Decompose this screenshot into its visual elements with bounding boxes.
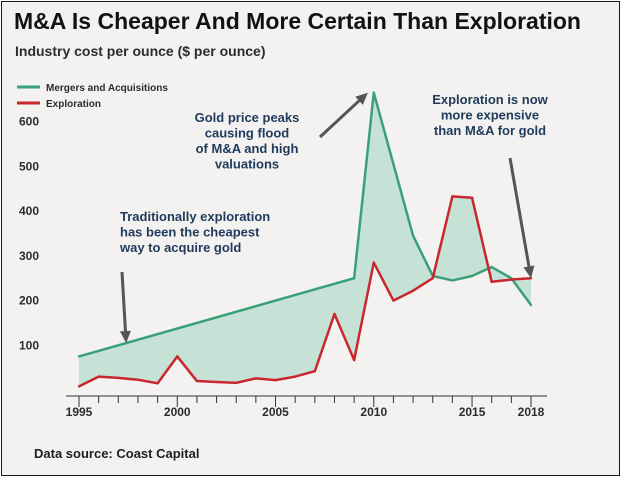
data-point-ma [470,274,474,278]
data-point-exploration [372,261,375,264]
area-layer [79,92,531,387]
data-point-exploration [431,277,434,280]
data-point-ma [529,303,533,307]
annotation-text: valuations [215,157,279,172]
annotation-text: causing flood [205,126,290,141]
legend: Mergers and Acquisitions Exploration [17,83,168,110]
data-point-exploration [392,299,395,302]
annotation-text: Gold price peaks [195,110,300,125]
annotation-text: Exploration is now [432,92,548,107]
data-point-exploration [451,195,454,198]
chart-subtitle: Industry cost per ounce ($ per ounce) [15,43,266,59]
series-line-exploration [78,195,532,388]
data-point-ma [352,277,356,280]
annotation-text: way to acquire gold [119,240,241,255]
x-tick-label: 1995 [66,405,93,419]
series-line-ma [78,91,533,358]
annotation-text: of M&A and high [196,141,299,156]
x-tick-label: 2015 [459,405,486,419]
data-point-exploration [274,378,277,382]
x-tick-label: 2018 [518,405,545,419]
data-point-ma [490,265,493,269]
y-tick-label: 400 [19,204,39,218]
shaded-gap-area [79,92,531,387]
data-point-exploration [215,380,218,384]
chart-title: M&A Is Cheaper And More Certain Than Exp… [14,8,581,34]
x-tick-label: 2000 [164,405,191,419]
data-point-ma [372,91,375,94]
data-point-exploration [136,378,140,381]
data-point-exploration [313,370,317,373]
data-source: Data source: Coast Capital [34,446,200,461]
x-axis: 1995 2000 2005 2010 2015 2018 [66,395,547,419]
series-layer [77,91,533,388]
y-tick-label: 500 [19,159,39,173]
annotation-arrow-shaft [318,99,361,139]
data-point-exploration [490,280,493,283]
y-tick-label: 600 [19,115,39,129]
annotation-arrow-head [523,265,535,279]
x-tick-label: 2010 [360,405,387,419]
data-point-exploration [470,196,474,199]
legend-label: Mergers and Acquisitions [46,83,168,94]
data-point-ma [451,279,454,282]
annotation-text: than M&A for gold [434,123,546,138]
data-point-exploration [293,375,297,378]
y-tick-label: 200 [19,294,39,308]
data-point-exploration [411,289,415,292]
annotation-arrow-head [119,330,131,344]
x-tick-label: 2005 [262,405,289,419]
y-axis: 100 200 300 400 500 600 [19,115,39,353]
annotation-text: Traditionally exploration [120,209,270,224]
data-point-exploration [97,375,100,378]
data-point-exploration [333,312,336,316]
annotation-arrow-shaft [120,271,127,332]
data-point-exploration [176,355,179,358]
data-point-exploration [156,382,159,385]
annotation-arrow-shaft [508,157,531,267]
legend-label: Exploration [46,99,101,110]
annotation-text: has been the cheapest [120,225,260,240]
data-point-exploration [352,358,356,362]
y-tick-label: 300 [19,249,39,263]
data-point-exploration [510,278,513,281]
annotation-text: more expensive [441,108,539,123]
data-point-exploration [117,376,120,380]
data-point-ma [411,234,415,237]
data-point-exploration [195,379,199,383]
data-point-exploration [254,377,258,380]
data-point-ma [77,355,81,358]
y-tick-label: 100 [19,338,39,352]
data-point-exploration [77,385,81,388]
data-point-exploration [235,381,238,385]
annotation-arrow-head [355,92,368,105]
